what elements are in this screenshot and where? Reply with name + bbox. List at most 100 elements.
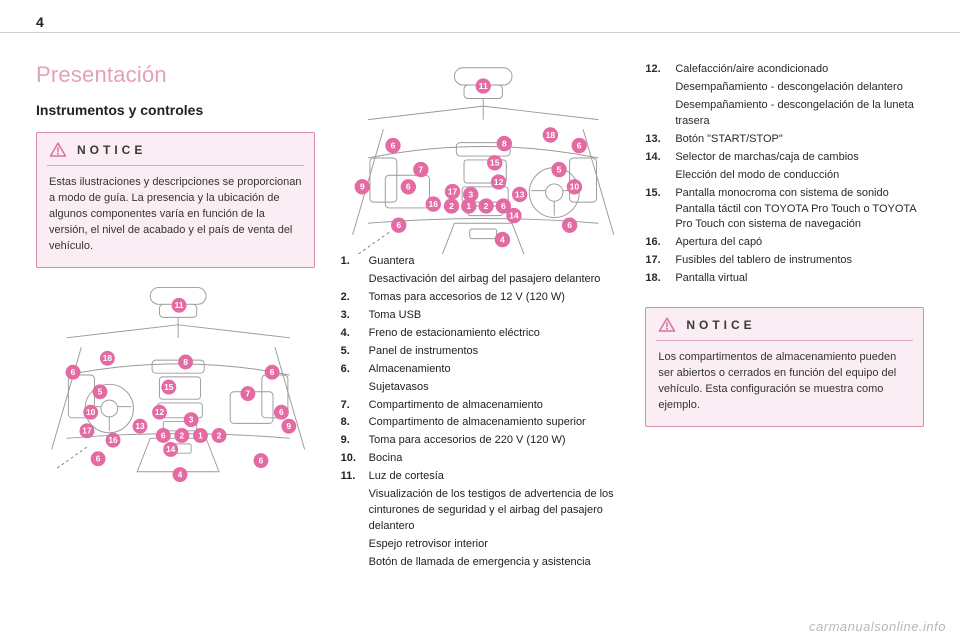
svg-text:4: 4 [178,469,183,479]
list-item-number: 10. [341,451,361,467]
list-item: 2. Tomas para accesorios de 12 V (120 W) [341,290,620,306]
list-item-subtext: Desempañamiento - descongelación de la l… [675,98,924,130]
list-item-number: 13. [645,132,667,148]
list-item: 15.Pantalla monocroma con sistema de son… [645,186,924,234]
svg-text:18: 18 [103,353,113,363]
list-item-subtext: Desempañamiento - descongelación delante… [675,80,924,96]
svg-text:4: 4 [500,234,505,244]
svg-text:3: 3 [468,189,473,199]
list-item-number: 16. [645,235,667,251]
dashboard-diagram-left: 111868651571012631713621291614664 [36,282,315,482]
list-item-number: 12. [645,62,667,78]
svg-text:12: 12 [155,407,165,417]
list-item-text: Selector de marchas/caja de cambios [675,150,858,166]
svg-text:10: 10 [86,407,96,417]
svg-text:6: 6 [390,140,395,150]
svg-text:14: 14 [509,210,519,220]
list-item-subtext: Sujetavasos [369,380,620,396]
list-item-text: Almacenamiento [369,362,620,378]
svg-text:1: 1 [466,201,471,211]
list-item-text: Pantalla virtual [675,271,747,287]
svg-text:16: 16 [428,199,438,209]
svg-text:8: 8 [183,356,188,366]
page-title: Presentación [36,62,315,88]
svg-text:6: 6 [567,220,572,230]
list-item-text: Freno de estacionamiento eléctrico [369,326,620,342]
dashboard-diagram-right: 111868671559612101731316212614664 [341,62,620,254]
list-item-number: 4. [341,326,361,342]
svg-text:3: 3 [189,414,194,424]
svg-text:2: 2 [483,201,488,211]
list-item-subtext: Botón de llamada de emergencia y asisten… [369,555,620,571]
list-item-text: Guantera [369,254,620,270]
svg-text:11: 11 [478,81,487,91]
list-item-number: 17. [645,253,667,269]
svg-text:6: 6 [406,182,411,192]
svg-text:14: 14 [166,444,176,454]
list-item: 3.Toma USB [341,308,620,324]
list-item-number: 7. [341,398,361,414]
list-item-text: Tomas para accesorios de 12 V (120 W) [369,290,620,306]
svg-text:9: 9 [286,421,291,431]
svg-text:2: 2 [180,430,185,440]
notice-body-2: Los compartimentos de almacenamiento pue… [646,349,923,426]
svg-text:6: 6 [279,407,284,417]
list-item: 8. Compartimento de almacenamiento superi… [341,415,620,431]
items-list-right: 12. Calefacción/aire acondicionado Desempa… [645,62,924,287]
svg-text:7: 7 [418,164,423,174]
list-item-text: Panel de instrumentos [369,344,620,360]
list-item-subtext: Desactivación del airbag del pasajero de… [369,272,620,288]
svg-text:6: 6 [71,367,76,377]
list-item: 14. Selector de marchas/caja de cambios [645,150,924,166]
list-item: 12. Calefacción/aire acondicionado [645,62,924,78]
list-item-number: 2. [341,290,361,306]
svg-text:10: 10 [569,182,579,192]
svg-text:17: 17 [82,425,92,435]
svg-text:6: 6 [576,140,581,150]
svg-text:9: 9 [360,182,365,192]
svg-text:13: 13 [515,189,525,199]
column-middle: 111868671559612101731316212614664 1.Guan… [341,62,620,573]
list-item-text: Compartimento de almacenamiento [369,398,620,414]
svg-text:6: 6 [161,430,166,440]
svg-text:8: 8 [502,138,507,148]
list-item: 16. Apertura del capó [645,235,924,251]
list-item: 7. Compartimento de almacenamiento [341,398,620,414]
svg-text:6: 6 [259,455,264,465]
list-item-number: 9. [341,433,361,449]
svg-text:6: 6 [396,220,401,230]
list-item-subtext: Espejo retrovisor interior [369,537,620,553]
svg-text:7: 7 [246,388,251,398]
svg-text:6: 6 [501,201,506,211]
list-item-number: 8. [341,415,361,431]
svg-text:5: 5 [556,164,561,174]
list-item-number: 18. [645,271,667,287]
list-item-number: 5. [341,344,361,360]
list-item: 9.Toma para accesorios de 220 V (120 W) [341,433,620,449]
notice-label: NOTICE [77,143,146,157]
list-item-text: Calefacción/aire acondicionado [675,62,828,78]
list-item-text: Pantalla monocroma con sistema de sonido… [675,186,924,234]
list-item-text: Fusibles del tablero de instrumentos [675,253,852,269]
svg-text:6: 6 [270,367,275,377]
svg-text:2: 2 [217,430,222,440]
svg-text:2: 2 [449,201,454,211]
list-item: 4. Freno de estacionamiento eléctrico [341,326,620,342]
notice-box-2: NOTICE Los compartimentos de almacenamie… [645,307,924,427]
page-number: 4 [36,14,44,30]
list-item-text: Bocina [369,451,620,467]
list-item: 17. Fusibles del tablero de instrumentos [645,253,924,269]
list-item-text: Luz de cortesía [369,469,620,485]
list-item-text: Botón "START/STOP" [675,132,782,148]
list-item-text: Toma USB [369,308,620,324]
list-item: 18. Pantalla virtual [645,271,924,287]
list-item-text: Compartimento de almacenamiento superior [369,415,620,431]
list-item: 11.Luz de cortesía [341,469,620,485]
list-item-text: Apertura del capó [675,235,762,251]
list-item: 6.Almacenamiento [341,362,620,378]
list-item-number: 14. [645,150,667,166]
svg-text:15: 15 [490,158,500,168]
list-item-number: 1. [341,254,361,270]
warning-icon [658,316,676,334]
svg-text:15: 15 [164,382,174,392]
